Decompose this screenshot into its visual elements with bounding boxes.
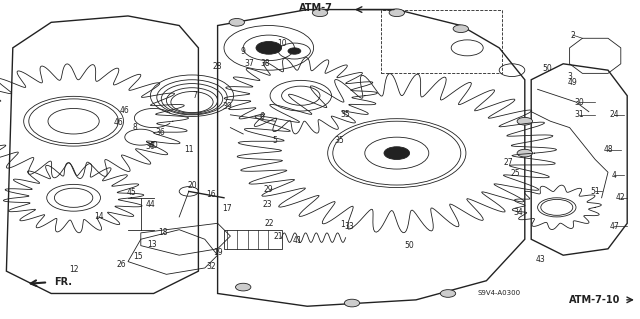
Circle shape [453,25,468,33]
Text: 50: 50 [404,241,415,250]
Text: 48: 48 [603,145,613,154]
Text: 15: 15 [132,252,143,261]
Text: 36: 36 [155,128,165,137]
Text: 4: 4 [612,171,617,180]
Text: 50: 50 [542,64,552,73]
Text: 9: 9 [241,47,246,56]
Text: 7: 7 [193,91,198,100]
Text: 24: 24 [609,110,620,119]
Text: 45: 45 [126,189,136,197]
Text: 5: 5 [273,136,278,145]
Text: 43: 43 [536,256,546,264]
Text: 32: 32 [206,262,216,271]
Text: ATM-7: ATM-7 [299,3,333,13]
Text: 41: 41 [292,236,303,245]
Text: 13: 13 [147,240,157,249]
Text: 19: 19 [212,248,223,256]
Text: 38: 38 [260,59,271,68]
Text: 14: 14 [94,212,104,221]
Text: 20: 20 [187,181,197,189]
Bar [224,230,282,249]
Text: 22: 22 [264,219,273,228]
Text: 46: 46 [113,118,124,127]
Text: ATM-7-10: ATM-7-10 [570,295,621,305]
Circle shape [440,290,456,297]
Circle shape [389,9,404,17]
Text: 35: 35 [340,110,351,119]
Text: 36: 36 [145,142,156,151]
Text: 51: 51 [590,187,600,196]
Text: 39: 39 [222,102,232,111]
Text: 31: 31 [574,110,584,119]
Bar [381,10,502,73]
Text: 42: 42 [616,193,626,202]
Text: 33: 33 [344,222,354,231]
Text: 2: 2 [570,31,575,40]
Circle shape [288,48,301,54]
Circle shape [312,9,328,17]
Text: 34: 34 [513,208,524,217]
Text: 23: 23 [262,200,273,209]
Text: 11: 11 [184,145,193,154]
Circle shape [517,117,532,125]
Text: 27: 27 [504,158,514,167]
Text: 37: 37 [244,59,255,68]
Circle shape [384,147,410,160]
Text: 44: 44 [145,200,156,209]
Circle shape [256,41,282,54]
Text: 10: 10 [276,39,287,48]
Text: 16: 16 [206,190,216,199]
Circle shape [229,19,244,26]
Text: 17: 17 [222,204,232,213]
Text: 46: 46 [120,106,130,115]
Text: 18: 18 [159,228,168,237]
Text: 3: 3 [567,72,572,81]
Text: 21: 21 [274,232,283,241]
Text: 30: 30 [574,98,584,107]
Text: 1: 1 [340,220,345,229]
Text: 6: 6 [260,112,265,121]
Text: FR.: FR. [54,277,72,287]
Text: 28: 28 [213,63,222,71]
Text: 25: 25 [510,169,520,178]
Text: 26: 26 [116,260,127,269]
Text: 35: 35 [334,136,344,145]
Circle shape [517,149,532,157]
Circle shape [236,283,251,291]
Text: 29: 29 [264,185,274,194]
Circle shape [344,299,360,307]
Text: S9V4-A0300: S9V4-A0300 [477,291,521,296]
Text: 49: 49 [568,78,578,87]
Text: 8: 8 [132,123,137,132]
Text: 47: 47 [609,222,620,231]
Text: 12: 12 [69,265,78,274]
Text: 40: 40 [148,141,159,150]
